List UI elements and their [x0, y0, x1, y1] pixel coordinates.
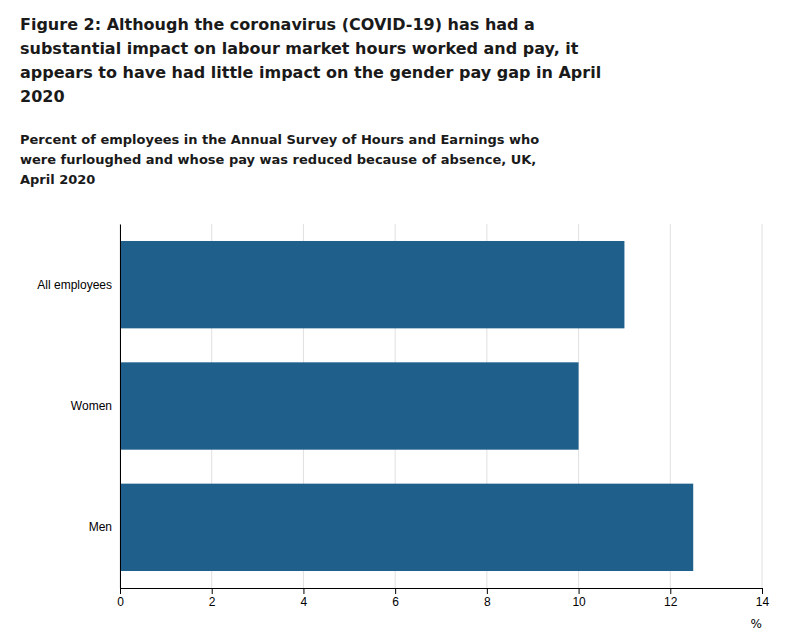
- subtitle: Percent of employees in the Annual Surve…: [20, 132, 539, 187]
- x-tick-label: 10: [572, 595, 586, 609]
- x-tick: 6: [392, 588, 399, 609]
- title-line: substantial impact on labour market hour…: [20, 39, 579, 58]
- x-tick-label: 4: [301, 595, 308, 609]
- x-tick-mark: [120, 588, 121, 594]
- x-tick-mark: [762, 588, 763, 594]
- x-tick-mark: [579, 588, 580, 594]
- y-tick: All employees: [37, 278, 112, 292]
- x-axis-label: %: [751, 617, 762, 631]
- x-tick-label: 0: [117, 595, 124, 609]
- chart: Figure 2: Although the coronavirus (COVI…: [0, 0, 802, 644]
- x-tick-mark: [212, 588, 213, 594]
- bar: [120, 241, 624, 328]
- x-tick: 12: [664, 588, 678, 609]
- x-tick: 0: [117, 588, 124, 609]
- bar: [120, 484, 693, 571]
- x-tick-mark: [395, 588, 396, 594]
- x-tick: 4: [301, 588, 308, 609]
- x-axis: 0 2 4 6 8 10 12 14: [117, 588, 769, 609]
- y-tick-label: Women: [71, 399, 112, 413]
- x-tick: 8: [484, 588, 491, 609]
- x-tick-mark: [487, 588, 488, 594]
- y-axis-line: [120, 225, 121, 589]
- subtitle-line: April 2020: [20, 172, 95, 187]
- y-tick: Women: [71, 399, 112, 413]
- y-tick-label: All employees: [37, 278, 112, 292]
- title-line: 2020: [20, 87, 65, 106]
- x-tick: 2: [209, 588, 216, 609]
- x-tick-label: 14: [756, 595, 770, 609]
- grid: [120, 224, 762, 588]
- x-tick-mark: [670, 588, 671, 594]
- title: Figure 2: Although the coronavirus (COVI…: [20, 15, 601, 106]
- subtitle-line: Percent of employees in the Annual Surve…: [20, 132, 539, 147]
- x-tick-label: 8: [484, 595, 491, 609]
- grid-line: [120, 224, 121, 588]
- subtitle-line: were furloughed and whose pay was reduce…: [20, 152, 536, 167]
- bar: [120, 362, 579, 449]
- x-axis-line: [121, 589, 763, 595]
- x-tick-label: 6: [392, 595, 399, 609]
- x-tick-label: 12: [664, 595, 678, 609]
- title-line: Figure 2: Although the coronavirus (COVI…: [20, 15, 535, 34]
- title-line: appears to have had little impact on the…: [20, 63, 601, 82]
- grid-line: [762, 224, 763, 588]
- x-tick: 14: [756, 588, 770, 609]
- x-tick-mark: [303, 588, 304, 594]
- y-tick-label: Men: [89, 520, 112, 534]
- bars: [120, 241, 693, 571]
- x-tick-label: 2: [209, 595, 216, 609]
- y-tick: Men: [89, 520, 112, 534]
- x-tick: 10: [572, 588, 586, 609]
- y-axis: All employees Women Men: [37, 225, 120, 589]
